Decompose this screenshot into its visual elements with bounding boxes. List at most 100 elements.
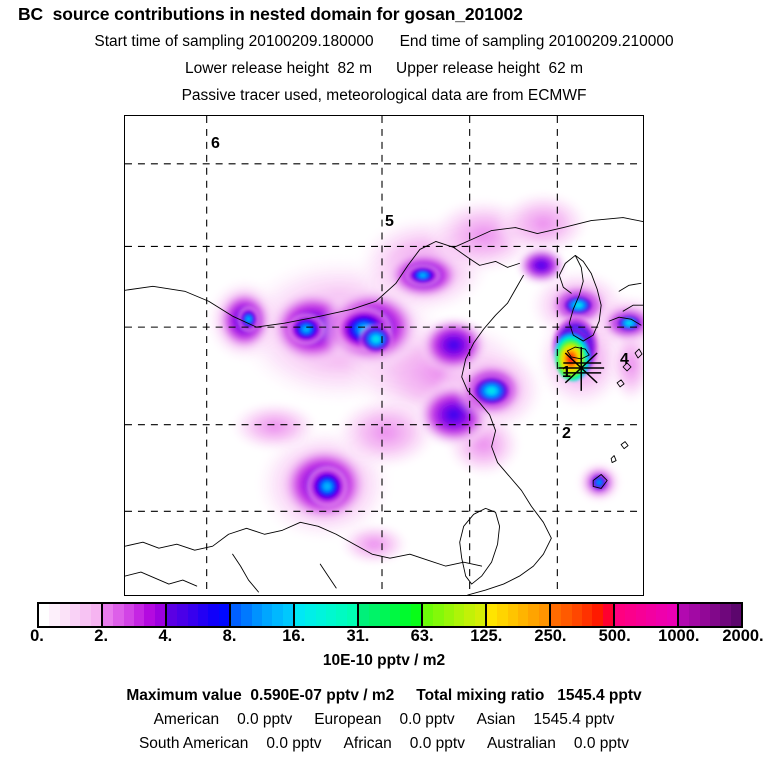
region-row-south: South American 0.0 pptv African 0.0 pptv Aus… <box>0 735 768 753</box>
colorbar-segment-2 <box>167 604 231 626</box>
colorbar-step-10-2 <box>699 604 710 626</box>
colorbar-step-7-0 <box>487 604 498 626</box>
colorbar-step-0-2 <box>59 604 70 626</box>
colorbar-step-9-1 <box>625 604 636 626</box>
colorbar-step-1-3 <box>133 604 145 626</box>
colorbar-step-3-5 <box>282 604 293 626</box>
colorbar-tick-5: 31. <box>346 627 370 645</box>
colorbar-tick-10: 1000. <box>658 627 700 645</box>
colorbar-step-1-2 <box>123 604 134 626</box>
colorbar-segment-4 <box>295 604 359 626</box>
colorbar-tick-labels: 0. 2. 4. 8. 16. 31. 63. 125. 250. 500. 1000. 2000. <box>0 628 768 650</box>
colorbar-step-8-3 <box>581 604 593 626</box>
region-value-asian: 1545.4 pptv <box>533 711 615 728</box>
region-row-north: American 0.0 pptv European 0.0 pptv Asian 154… <box>0 711 768 729</box>
colorbar-step-4-0 <box>295 604 306 626</box>
lower-release-height-value: 82 m <box>337 60 372 77</box>
colorbar-step-5-0 <box>359 604 370 626</box>
colorbar-step-3-4 <box>272 604 283 626</box>
colorbar-step-9-4 <box>656 604 667 626</box>
colorbar-step-2-2 <box>187 604 198 626</box>
colorbar-step-6-1 <box>433 604 444 626</box>
region-value-european: 0.0 pptv <box>399 711 455 728</box>
colorbar-tick-2: 4. <box>158 627 173 645</box>
colorbar-step-9-3 <box>645 604 657 626</box>
colorbar-step-0-3 <box>69 604 81 626</box>
colorbar-segment-0 <box>39 604 103 626</box>
colorbar-segment-8 <box>551 604 615 626</box>
region-label-african: African <box>343 735 392 752</box>
start-time-value: 20100209.180000 <box>248 33 374 50</box>
region-label-american: American <box>153 711 220 728</box>
map-panel: 6 5 1 4 2 <box>124 115 644 596</box>
colorbar-step-1-5 <box>154 604 165 626</box>
colorbar-step-2-5 <box>218 604 229 626</box>
maximum-value-value: 0.590E-07 pptv / m2 <box>250 687 395 704</box>
colorbar-step-6-0 <box>423 604 434 626</box>
maximum-value-label: Maximum value <box>126 687 242 704</box>
end-time-label: End time of sampling <box>399 33 545 50</box>
colorbar-step-5-1 <box>369 604 380 626</box>
colorbar-step-1-4 <box>144 604 155 626</box>
release-site-marker <box>558 347 605 391</box>
colorbar-step-2-4 <box>208 604 219 626</box>
colorbar-step-7-4 <box>528 604 539 626</box>
colorbar-step-0-4 <box>80 604 91 626</box>
colorbar-step-3-0 <box>231 604 242 626</box>
colorbar-step-3-2 <box>251 604 262 626</box>
colorbar-step-9-0 <box>615 604 626 626</box>
colorbar-step-2-3 <box>197 604 209 626</box>
colorbar-step-7-3 <box>517 604 529 626</box>
colorbar-tick-4: 16. <box>282 627 306 645</box>
start-time-label: Start time of sampling <box>94 33 245 50</box>
colorbar-step-4-2 <box>315 604 326 626</box>
page-title: BC source contributions in nested domain… <box>18 4 523 24</box>
colorbar-step-1-0 <box>103 604 114 626</box>
colorbar-segment-6 <box>423 604 487 626</box>
colorbar-segment-3 <box>231 604 295 626</box>
coastline-layer <box>125 217 643 595</box>
colorbar-step-9-5 <box>666 604 677 626</box>
colorbar-segment-5 <box>359 604 423 626</box>
release-heights-row: Lower release height 82 m Upper release h… <box>0 60 768 78</box>
concentration-map <box>125 116 643 595</box>
colorbar-step-7-2 <box>507 604 518 626</box>
upper-release-height-value: 62 m <box>548 60 583 77</box>
colorbar-step-10-1 <box>689 604 700 626</box>
colorbar-step-4-4 <box>336 604 347 626</box>
colorbar-segment-9 <box>615 604 679 626</box>
colorbar-step-10-0 <box>679 604 690 626</box>
colorbar-tick-1: 2. <box>94 627 109 645</box>
colorbar-tick-8: 250. <box>534 627 567 645</box>
colorbar-step-4-1 <box>305 604 316 626</box>
colorbar-tick-6: 63. <box>410 627 434 645</box>
colorbar-step-7-1 <box>497 604 508 626</box>
colorbar-step-10-5 <box>730 604 741 626</box>
lower-release-height-label: Lower release height <box>185 60 329 77</box>
colorbar <box>37 602 743 628</box>
colorbar-tick-0: 0. <box>30 627 44 645</box>
colorbar-unit-label: 10E-10 pptv / m2 <box>322 652 446 669</box>
colorbar-step-6-5 <box>474 604 485 626</box>
colorbar-step-2-0 <box>167 604 178 626</box>
colorbar-step-5-3 <box>389 604 401 626</box>
colorbar-step-8-4 <box>592 604 603 626</box>
colorbar-tick-9: 500. <box>598 627 631 645</box>
graticule-layer <box>125 116 643 595</box>
colorbar-step-2-1 <box>177 604 188 626</box>
colorbar-step-0-0 <box>39 604 50 626</box>
total-mixing-ratio-label: Total mixing ratio <box>416 687 545 704</box>
colorbar-step-6-4 <box>464 604 475 626</box>
colorbar-step-1-1 <box>113 604 124 626</box>
region-value-african: 0.0 pptv <box>409 735 465 752</box>
region-label-south-american: South American <box>138 735 249 752</box>
colorbar-segment-7 <box>487 604 551 626</box>
colorbar-step-5-2 <box>379 604 390 626</box>
colorbar-step-10-4 <box>720 604 731 626</box>
total-mixing-ratio-value: 1545.4 pptv <box>557 687 642 704</box>
colorbar-step-9-2 <box>635 604 646 626</box>
colorbar-step-6-2 <box>443 604 454 626</box>
colorbar-step-8-1 <box>561 604 572 626</box>
colorbar-step-8-5 <box>602 604 613 626</box>
